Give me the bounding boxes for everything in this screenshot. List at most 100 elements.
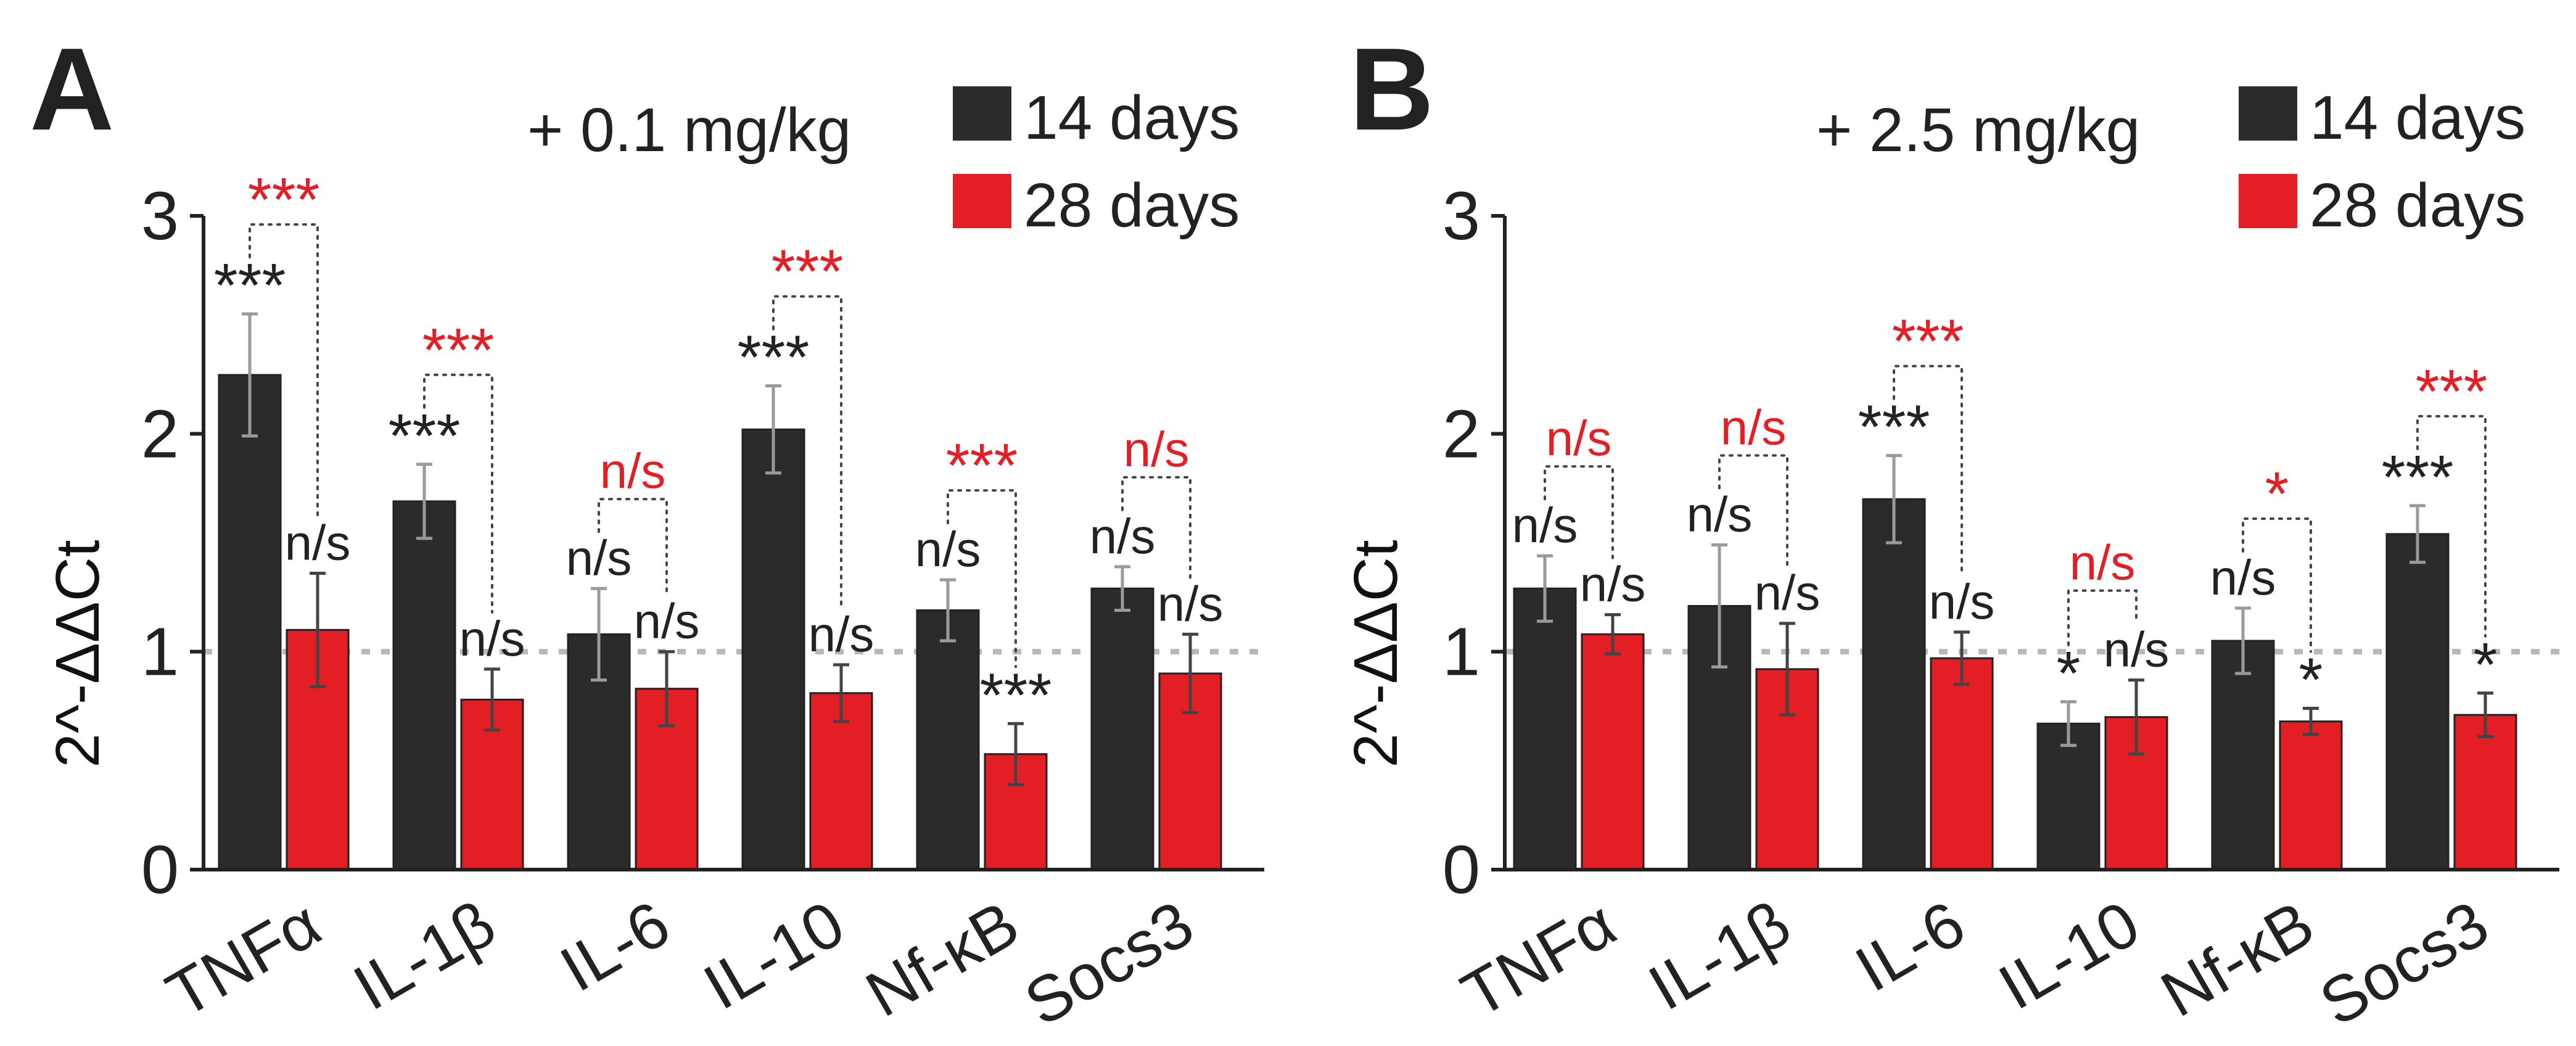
error-bar xyxy=(242,312,258,438)
significance-label: n/s xyxy=(1580,557,1646,612)
error-bar xyxy=(833,663,849,723)
error-bar xyxy=(2128,678,2144,756)
x-tick-label: Nf-κB xyxy=(2149,887,2326,1031)
y-tick-label: 0 xyxy=(1442,832,1480,908)
legend-label-28-days: 28 days xyxy=(1024,171,1240,240)
significance-label: n/s xyxy=(2210,550,2276,605)
x-tick-label: IL-6 xyxy=(549,887,681,1006)
error-bar xyxy=(591,587,607,682)
comparison-label: n/s xyxy=(1546,411,1612,466)
comparison-bracket xyxy=(1718,454,1788,568)
error-bar xyxy=(2060,700,2076,747)
plot-area: n/sn/sn/sTNFαn/sn/sn/sIL-1β***n/s***IL-6… xyxy=(1442,178,2559,1040)
comparison-bracket xyxy=(947,489,1017,669)
bar-14-days xyxy=(392,500,456,871)
error-bar xyxy=(1711,543,1727,669)
error-bar xyxy=(1537,554,1553,623)
y-tick-label: 2 xyxy=(141,396,179,472)
error-bar xyxy=(1114,565,1130,612)
bar-14-days xyxy=(2036,722,2101,871)
bar-14-days xyxy=(2385,533,2450,871)
x-tick-label: IL-1β xyxy=(1637,887,1802,1024)
y-tick-label: 2 xyxy=(1442,396,1480,472)
significance-label: *** xyxy=(980,661,1052,730)
significance-label: n/s xyxy=(1929,574,1995,629)
comparison-label: *** xyxy=(772,237,844,307)
comparison-label: * xyxy=(2265,459,2289,529)
legend-swatch-28-days xyxy=(2239,174,2297,228)
error-bar xyxy=(940,578,956,643)
comparison-bracket xyxy=(249,223,319,518)
x-tick-label: TNFα xyxy=(1450,887,1627,1032)
comparison-bracket xyxy=(598,498,668,596)
error-bar xyxy=(1886,454,1902,545)
significance-label: *** xyxy=(2382,443,2454,512)
panel-letter: A xyxy=(30,24,114,155)
error-bar xyxy=(1779,622,1795,717)
comparison-bracket xyxy=(2242,517,2312,653)
legend: 14 days 28 days xyxy=(2239,83,2525,240)
comparison-label: *** xyxy=(1892,307,1964,376)
comparison-bracket xyxy=(2067,589,2138,646)
x-tick-label: Nf-κB xyxy=(854,887,1031,1031)
significance-label: * xyxy=(2299,646,2323,715)
bar-14-days xyxy=(2211,640,2275,871)
significance-label: *** xyxy=(389,402,461,471)
error-bar xyxy=(416,463,432,540)
panel-a: A + 0.1 mg/kg 14 days 28 days 2^-ΔΔCt **… xyxy=(30,24,1264,1040)
significance-label: n/s xyxy=(809,607,874,662)
error-bar xyxy=(659,650,675,728)
x-tick-label: TNFα xyxy=(155,887,332,1032)
comparison-label: n/s xyxy=(2070,535,2136,590)
comparison-bracket xyxy=(1893,364,1963,577)
significance-label: n/s xyxy=(1687,487,1753,542)
x-tick-label: IL-1β xyxy=(342,887,507,1024)
bar-14-days xyxy=(218,374,282,871)
significance-label: n/s xyxy=(566,530,632,585)
x-tick-label: IL-10 xyxy=(692,887,856,1024)
error-bar xyxy=(2235,606,2251,675)
significance-label: *** xyxy=(214,251,286,320)
comparison-label: *** xyxy=(248,165,320,234)
comparison-bracket xyxy=(1544,465,1614,559)
comparison-bracket xyxy=(1121,476,1191,579)
comparison-bracket xyxy=(772,295,842,609)
error-bar xyxy=(1182,632,1198,715)
y-axis-label: 2^-ΔΔCt xyxy=(43,540,112,768)
bar-28-days xyxy=(2279,720,2343,871)
legend-swatch-14-days xyxy=(953,86,1011,141)
error-bar xyxy=(484,667,500,732)
bar-14-days xyxy=(741,428,805,871)
bar-28-days xyxy=(2104,716,2168,871)
error-bar xyxy=(2409,504,2426,564)
bar-14-days xyxy=(1090,587,1154,871)
legend-swatch-28-days xyxy=(953,174,1011,228)
significance-label: * xyxy=(2057,639,2081,708)
significance-label: n/s xyxy=(915,522,981,577)
x-tick-label: Socs3 xyxy=(2308,887,2500,1040)
significance-label: n/s xyxy=(459,611,525,666)
error-bar xyxy=(310,571,326,688)
dose-label: + 2.5 mg/kg xyxy=(1816,96,2140,165)
significance-label: n/s xyxy=(1158,576,1224,631)
x-tick-label: Socs3 xyxy=(1013,887,1205,1040)
bar-14-days xyxy=(1862,498,1926,871)
x-tick-label: IL-10 xyxy=(1987,887,2151,1024)
comparison-label: n/s xyxy=(1721,400,1787,455)
y-axis-label: 2^-ΔΔCt xyxy=(1341,540,1410,768)
comparison-bracket xyxy=(423,373,493,614)
bar-14-days xyxy=(1513,587,1577,871)
significance-label: n/s xyxy=(1090,509,1156,564)
plot-area: ***n/s***TNFα***n/s***IL-1βn/sn/sn/sIL-6… xyxy=(141,165,1264,1040)
panel-letter: B xyxy=(1349,24,1434,155)
x-tick-label: IL-6 xyxy=(1844,887,1977,1006)
error-bar xyxy=(765,384,781,475)
dose-label: + 0.1 mg/kg xyxy=(527,96,851,165)
comparison-label: n/s xyxy=(1124,422,1190,477)
significance-label: n/s xyxy=(1755,566,1821,620)
bar-14-days xyxy=(916,609,980,871)
significance-label: n/s xyxy=(2104,622,2170,677)
y-tick-label: 1 xyxy=(141,614,179,690)
significance-label: *** xyxy=(1858,393,1930,462)
